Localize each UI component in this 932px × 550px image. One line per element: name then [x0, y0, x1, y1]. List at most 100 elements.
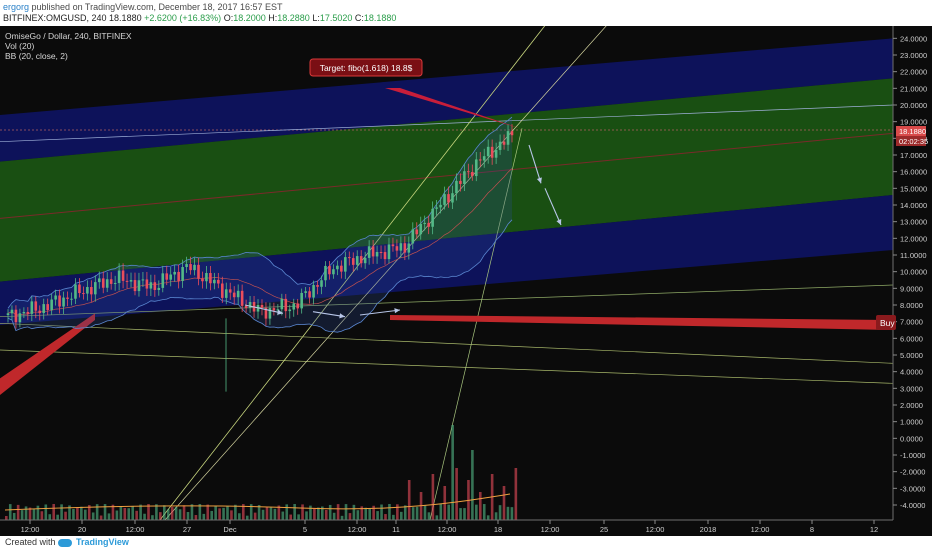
- y-tick-label: 9.0000: [900, 284, 923, 293]
- candle: [375, 251, 379, 257]
- volume-bar: [147, 504, 150, 520]
- candle: [447, 194, 450, 203]
- chart-area[interactable]: 24.0000 23.0000 22.0000 21.0000 20.0000 19.00…: [0, 26, 932, 540]
- x-tick-label: 12:00: [126, 525, 145, 534]
- candle: [300, 292, 303, 309]
- high-value: 18.2880: [277, 13, 310, 23]
- y-axis-bg: [893, 26, 932, 540]
- x-tick-label: 12: [870, 525, 878, 534]
- candle: [153, 282, 157, 290]
- bb-upper: [7, 116, 513, 309]
- volume-bar: [403, 505, 407, 520]
- volume-bar: [257, 505, 261, 520]
- candle: [474, 159, 478, 177]
- symbol-label: BITFINEX:OMGUSD, 240: [3, 13, 107, 23]
- y-tick-label: 2.0000: [900, 401, 923, 410]
- y-tick-label: 24.0000: [900, 34, 927, 43]
- y-tick-label: 1.0000: [900, 418, 923, 427]
- arrow-head: [394, 308, 400, 314]
- candle: [141, 279, 145, 281]
- publish-line: ergorg published on TradingView.com, Dec…: [3, 2, 283, 13]
- volume-bar: [238, 513, 241, 520]
- candle: [217, 279, 220, 284]
- candle: [439, 204, 442, 208]
- close-key: C:: [354, 13, 364, 23]
- volume-bar: [60, 504, 63, 520]
- volume-bar: [494, 512, 498, 520]
- target-callout[interactable]: [309, 58, 423, 77]
- candle: [379, 251, 383, 253]
- volume-bar: [155, 504, 158, 520]
- candle: [197, 264, 200, 279]
- red-drawing-left: [0, 313, 95, 395]
- volume-bar: [415, 506, 419, 520]
- candle: [42, 304, 46, 314]
- author-link[interactable]: ergorg: [3, 2, 30, 12]
- candle: [320, 280, 323, 287]
- volume-bar: [111, 504, 115, 520]
- channel-midline: [0, 132, 893, 219]
- chart-header: ergorg published on TradingView.com, Dec…: [0, 0, 932, 26]
- volume-bar: [24, 506, 28, 520]
- volume-bar: [281, 511, 285, 520]
- candle: [419, 223, 423, 235]
- candle: [284, 298, 288, 312]
- y-axis[interactable]: 24.0000 23.0000 22.0000 21.0000 20.0000 19.00…: [892, 26, 932, 540]
- green-channel: [0, 78, 893, 282]
- y-tick-label: 19.0000: [900, 118, 927, 127]
- buy-tag[interactable]: [876, 315, 896, 330]
- tradingview-brand[interactable]: TradingView: [76, 537, 129, 547]
- volume-bar: [352, 504, 356, 520]
- candle: [109, 279, 113, 284]
- candle: [236, 290, 240, 298]
- target-label: Target: fibo(1.618) 18.8$: [320, 63, 413, 73]
- volume-bar: [265, 506, 269, 520]
- arrow-head: [339, 313, 345, 319]
- candle: [502, 141, 506, 145]
- volume-bar: [107, 513, 111, 520]
- candle: [121, 270, 125, 281]
- ohlc-line: BITFINEX:OMGUSD, 240 18.1880 +2.6200 (+1…: [3, 13, 396, 24]
- arrow-head: [536, 177, 542, 184]
- candle: [328, 265, 331, 275]
- high-key: H:: [268, 13, 278, 23]
- candle: [467, 171, 470, 173]
- price-chart[interactable]: 24.0000 23.0000 22.0000 21.0000 20.0000 19.00…: [0, 26, 932, 540]
- open-value: 18.2000: [233, 13, 266, 23]
- candle: [248, 302, 252, 308]
- candle: [367, 246, 371, 258]
- candle: [137, 280, 141, 292]
- arrow-head: [556, 219, 562, 225]
- fan-line-2: [164, 26, 607, 520]
- trend-line-rising: [0, 284, 893, 318]
- candle: [86, 287, 89, 294]
- candle: [371, 246, 375, 257]
- volume-bar: [72, 508, 75, 520]
- candle: [312, 285, 315, 298]
- candle: [391, 244, 395, 247]
- countdown-tag: [896, 136, 926, 146]
- volume-bar: [198, 504, 202, 520]
- y-tick-label: 7.0000: [900, 318, 923, 327]
- candle: [463, 171, 466, 184]
- last-price-tag: [896, 126, 926, 136]
- candle: [224, 289, 228, 298]
- support-line-2: [0, 322, 893, 364]
- x-axis[interactable]: 12:00 20 12:00 27 Dec 5 12:00 11 12:00 18 12:00 25 1…: [0, 519, 893, 534]
- volume-bar: [218, 508, 221, 520]
- volume-bar: [206, 504, 210, 520]
- candle: [415, 229, 419, 235]
- volume-bar: [427, 512, 431, 520]
- volume-bar: [127, 508, 131, 520]
- volume-bar: [482, 504, 486, 520]
- volume-bar: [317, 507, 320, 520]
- volume-bar: [166, 509, 170, 520]
- volume-bar: [313, 508, 316, 520]
- y-tick-label: 22.0000: [900, 68, 927, 77]
- candle: [506, 131, 510, 145]
- last-price-tag-label: 18.1880: [899, 127, 926, 136]
- candle: [14, 309, 18, 323]
- x-tick-label: 25: [600, 525, 608, 534]
- volume-bar: [123, 507, 127, 520]
- candle: [201, 278, 204, 282]
